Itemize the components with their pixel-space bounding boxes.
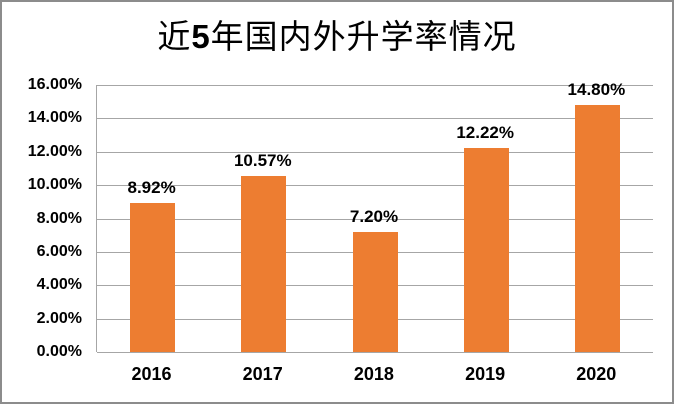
chart-title-number: 5 bbox=[191, 18, 211, 55]
gridline bbox=[97, 85, 653, 86]
y-axis-tick-label: 14.00% bbox=[27, 109, 82, 127]
bar-value-label: 10.57% bbox=[233, 150, 292, 170]
bar-2019 bbox=[463, 148, 509, 352]
bar-value-label: 8.92% bbox=[127, 178, 176, 198]
gridline bbox=[97, 118, 653, 120]
y-axis-tick-label: 0.00% bbox=[36, 343, 82, 360]
x-axis-category-label: 2020 bbox=[576, 364, 617, 384]
y-axis-tick-label: 6.00% bbox=[36, 242, 82, 260]
y-axis-tick-label: 16.00% bbox=[27, 76, 82, 93]
x-axis-category-label: 2017 bbox=[242, 364, 283, 384]
gridline bbox=[97, 218, 653, 220]
bar-2018 bbox=[352, 231, 398, 352]
y-axis-tick-label: 8.00% bbox=[36, 209, 82, 227]
plot-area bbox=[96, 85, 653, 353]
gridline bbox=[97, 151, 653, 153]
gridline bbox=[97, 185, 653, 187]
y-axis-tick-label: 2.00% bbox=[36, 309, 82, 327]
x-axis-category-label: 2019 bbox=[465, 364, 506, 384]
chart-title: 近5年国内外升学率情况 bbox=[2, 10, 672, 58]
y-axis-tick-label: 12.00% bbox=[27, 142, 82, 160]
x-axis-category-label: 2016 bbox=[131, 364, 172, 384]
bar-2017 bbox=[241, 175, 287, 352]
gridline bbox=[97, 352, 653, 353]
bar-value-label: 14.80% bbox=[567, 80, 626, 100]
bar-value-label: 12.22% bbox=[456, 123, 515, 143]
y-axis-tick-label: 10.00% bbox=[27, 176, 82, 194]
bar-2016 bbox=[130, 203, 176, 352]
x-axis-category-label: 2018 bbox=[353, 364, 394, 384]
bar-2020 bbox=[574, 105, 620, 352]
chart-title-suffix: 年国内外升学率情况 bbox=[210, 20, 517, 56]
y-axis-tick-label: 4.00% bbox=[36, 276, 82, 294]
chart-title-prefix: 近 bbox=[157, 20, 192, 56]
bar-value-label: 7.20% bbox=[349, 206, 399, 226]
